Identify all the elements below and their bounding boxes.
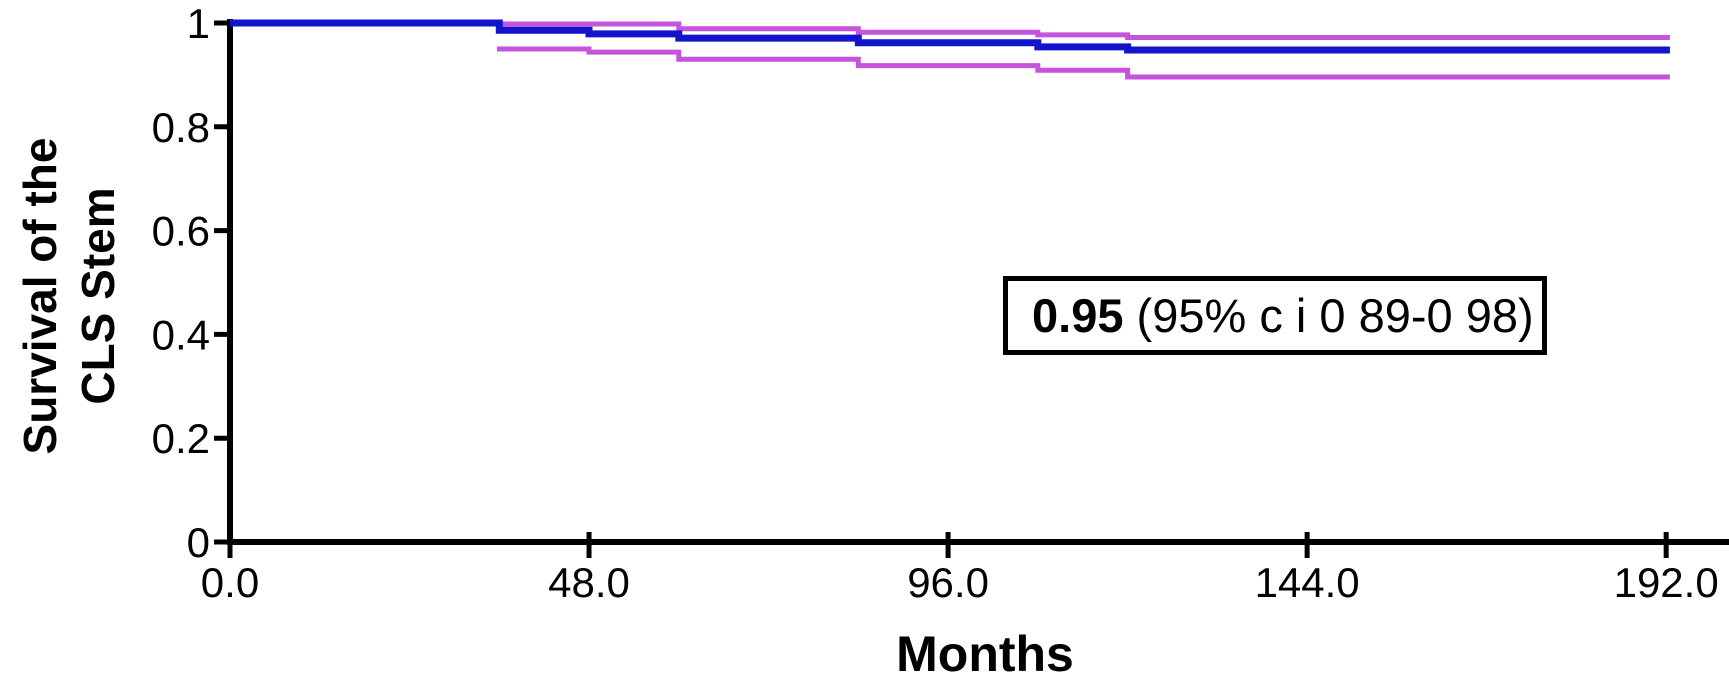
- y-axis-title-line1: Survival of the: [14, 137, 66, 455]
- x-axis-title: Months: [896, 626, 1074, 682]
- y-tick-label: 0.2: [152, 415, 210, 462]
- annotation-ci-text: (95% c i 0 89-0 98): [1123, 289, 1534, 342]
- x-tick-label: 96.0: [907, 559, 989, 606]
- annotation-estimate-value: 0.95: [1032, 289, 1124, 342]
- y-axis-title-line2: CLS Stem: [72, 187, 124, 405]
- x-tick-label: 192.0: [1614, 559, 1719, 606]
- survival-curve: [230, 19, 1670, 54]
- y-tick-label: 0.6: [152, 208, 210, 255]
- ci-lower-curve: [497, 46, 1670, 80]
- x-tick-label: 0.0: [201, 559, 259, 606]
- annotation-box: 0.95 (95% c i 0 89-0 98): [1003, 276, 1547, 355]
- y-axis-title: Survival of the CLS Stem: [11, 66, 133, 526]
- y-tick-label: 0.4: [152, 311, 210, 358]
- y-tick-label: 1: [187, 0, 210, 47]
- y-tick-label: 0.8: [152, 104, 210, 151]
- x-tick-label: 48.0: [548, 559, 630, 606]
- x-tick-label: 144.0: [1255, 559, 1360, 606]
- y-tick-label: 0: [187, 519, 210, 566]
- ci-upper-curve: [495, 21, 1670, 40]
